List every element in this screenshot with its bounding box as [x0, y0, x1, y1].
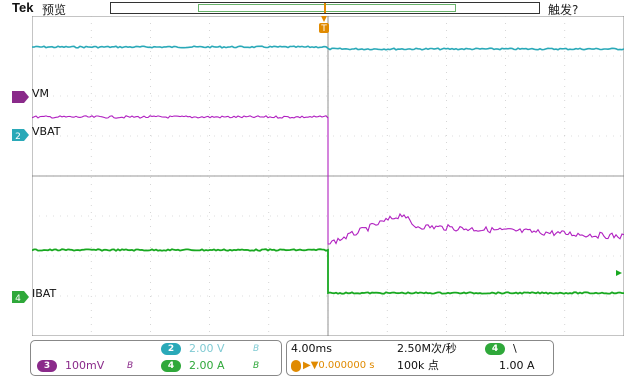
readout-footer: 2 2.00 V B 3 100mV B 4 2.00 A B 4.00ms 2… — [0, 338, 625, 380]
ch4-scale: 2.00 A — [189, 359, 225, 372]
ibat-trace — [32, 248, 624, 295]
timebase-readout-panel[interactable]: 4.00ms 2.50M次/秒 4 \ ▶▼0.000000 s 100k 点 … — [286, 340, 554, 376]
channel-readout-panel[interactable]: 2 2.00 V B 3 100mV B 4 2.00 A B — [30, 340, 282, 376]
ch3-badge[interactable]: 3 — [37, 360, 57, 372]
sample-rate: 2.50M次/秒 — [397, 342, 457, 355]
trigger-level: 1.00 A — [499, 359, 535, 372]
ch2-badge[interactable]: 2 — [161, 343, 181, 355]
svg-text:4: 4 — [15, 294, 21, 303]
ch3-bandwidth-icon: B — [127, 361, 134, 371]
ch2-scale: 2.00 V — [189, 342, 225, 355]
record-view-bar[interactable] — [110, 2, 540, 14]
ch4-badge[interactable]: 4 — [161, 360, 181, 372]
channel-marker-vm[interactable]: VM — [12, 87, 49, 107]
channel-marker-ibat[interactable]: 4 IBAT — [12, 287, 56, 307]
waveform-traces — [32, 45, 624, 295]
vm-trace — [32, 115, 624, 245]
channel-label-ibat: IBAT — [32, 287, 57, 300]
trigger-position-icon — [324, 3, 326, 13]
vbat-trace — [32, 45, 624, 51]
channel-label-vbat: VBAT — [32, 125, 61, 138]
timebase-value: 4.00ms — [291, 342, 332, 355]
trigger-position-badge — [291, 360, 301, 372]
trigger-level-icon — [616, 270, 622, 276]
trigger-marker-icon: T — [319, 16, 329, 34]
trigger-slope-icon: \ — [513, 342, 517, 355]
waveform-display[interactable]: T — [32, 16, 624, 336]
trigger-marker-label: T — [320, 24, 327, 34]
status-bar: Tek 预览 触发? — [0, 0, 625, 17]
ch2-bandwidth-icon: B — [253, 344, 260, 354]
ch3-scale: 100mV — [65, 359, 105, 372]
trigger-source-badge[interactable]: 4 — [485, 343, 505, 355]
acquisition-mode: 预览 — [42, 3, 67, 17]
record-length: 100k 点 — [397, 359, 439, 372]
ch4-bandwidth-icon: B — [253, 361, 260, 371]
svg-text:2: 2 — [15, 132, 21, 141]
channel-marker-vbat[interactable]: 2 VBAT — [12, 125, 60, 145]
channel-label-vm: VM — [32, 87, 50, 100]
record-view-window[interactable] — [198, 4, 456, 12]
brand-logo: Tek — [12, 0, 34, 15]
trigger-status: 触发? — [548, 3, 579, 17]
trigger-position: ▶▼0.000000 s — [303, 360, 375, 371]
